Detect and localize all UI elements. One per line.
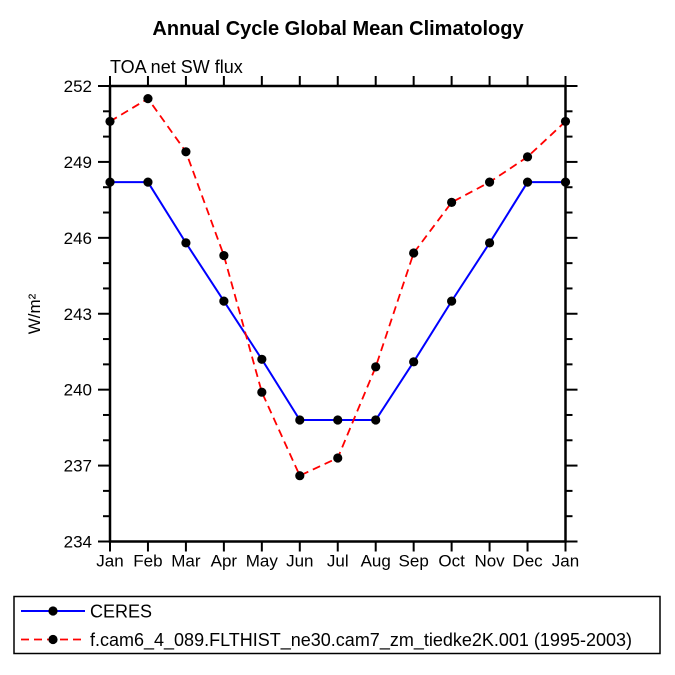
model-data-point-marker — [560, 116, 571, 127]
legend-box — [13, 595, 661, 655]
model-data-point-marker — [257, 387, 267, 397]
model-data-point-marker — [219, 250, 229, 261]
legend-item-model: f.cam6_4_089.FLTHIST_ne30.cam7_zm_tiedke… — [21, 630, 632, 651]
ceres-data-point-marker — [181, 238, 191, 248]
x-tick-label: Aug — [361, 552, 391, 571]
chart-title: Annual Cycle Global Mean Climatology — [152, 18, 524, 40]
ceres-data-point-marker — [105, 177, 115, 187]
x-tick-label: Jan — [96, 552, 123, 571]
model-data-point-marker — [447, 197, 457, 208]
model-data-point-marker — [371, 362, 381, 372]
ceres-data-point-marker — [257, 354, 267, 364]
axes: 234 237 240 243 246 249 252 Jan Feb Mar Apr May Jun J… — [64, 76, 579, 571]
ceres-data-point-marker — [560, 177, 571, 187]
model-data-point-marker — [409, 248, 419, 258]
x-tick-label: Mar — [171, 552, 201, 571]
y-axis-label: W/m² — [25, 293, 44, 334]
model-data-point-marker — [522, 152, 533, 162]
x-tick-label: Apr — [211, 552, 238, 571]
ceres-data-point-marker — [447, 296, 457, 306]
model-data-point-marker — [143, 94, 153, 104]
y-tick-label: 252 — [64, 77, 92, 96]
y-tick-label: 249 — [64, 153, 92, 172]
x-tick-label: Jul — [327, 552, 349, 571]
x-tick-label: Oct — [438, 552, 465, 571]
ceres-data-point-marker — [371, 415, 381, 425]
x-tick-label: May — [246, 552, 279, 571]
x-tick-label: Nov — [474, 552, 505, 571]
ceres-line — [110, 181, 566, 422]
legend-label-model: f.cam6_4_089.FLTHIST_ne30.cam7_zm_tiedke… — [90, 630, 632, 651]
ceres-data-point-marker — [409, 357, 419, 367]
plot-border — [108, 84, 567, 543]
y-tick-label: 246 — [64, 229, 92, 248]
x-tick-label: Jun — [286, 552, 313, 571]
ceres-data-point-marker — [333, 415, 343, 425]
ceres-data-point-marker — [522, 177, 533, 187]
model-data-point-marker — [295, 471, 305, 481]
chart-subtitle: TOA net SW flux — [110, 57, 243, 77]
legend-label-ceres: CERES — [90, 602, 152, 622]
model-data-point-marker — [181, 147, 191, 157]
ceres-data-point-marker — [143, 177, 153, 187]
legend: CERES f.cam6_4_089.FLTHIST_ne30.cam7_zm_… — [13, 595, 661, 655]
x-tick-label: Jan — [552, 552, 579, 571]
model-data-point-marker — [333, 453, 343, 463]
model-data-point-marker — [105, 116, 115, 127]
series-group — [105, 94, 571, 481]
x-tick-label: Feb — [133, 552, 162, 571]
y-tick-label: 237 — [64, 457, 92, 476]
legend-marker-model — [48, 634, 58, 645]
y-tick-label: 243 — [64, 305, 92, 324]
ceres-data-point-marker — [484, 238, 495, 248]
legend-marker-ceres — [48, 606, 58, 616]
x-tick-label: Dec — [512, 552, 543, 571]
x-tick-label: Sep — [399, 552, 429, 571]
y-tick-label: 234 — [64, 533, 92, 552]
model-data-point-marker — [484, 177, 495, 187]
y-tick-label: 240 — [64, 381, 92, 400]
ceres-data-point-marker — [219, 296, 229, 306]
legend-item-ceres: CERES — [21, 602, 152, 622]
ceres-data-point-marker — [295, 415, 305, 425]
